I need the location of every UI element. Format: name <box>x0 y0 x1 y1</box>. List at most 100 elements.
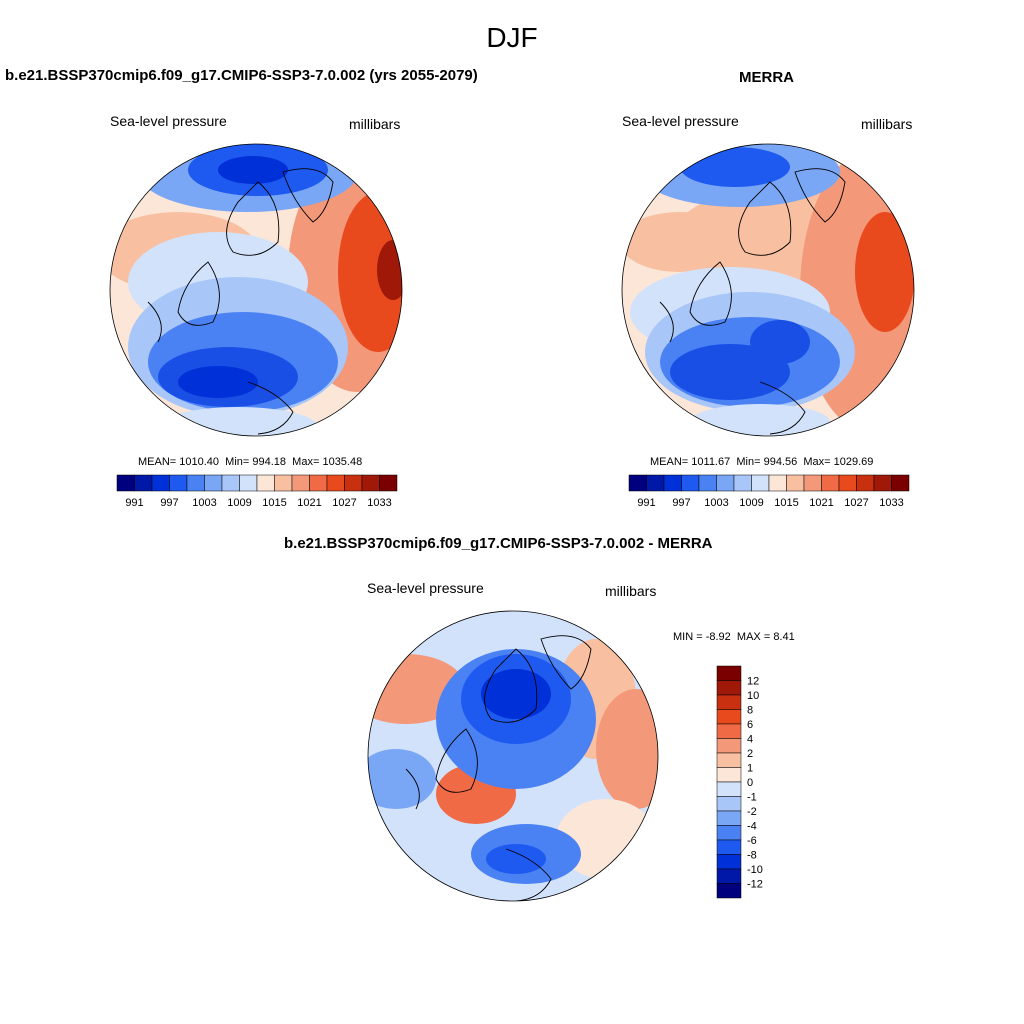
colorbar-swatch <box>169 474 188 492</box>
low-region <box>158 407 318 436</box>
colorbar-tick-label: 1009 <box>739 497 763 509</box>
obs-colorbar: 991 997 1003 1009 1015 1021 1027 1033 <box>628 474 910 509</box>
obs-variable-label: Sea-level pressure <box>622 113 739 129</box>
high-region <box>622 212 740 272</box>
colorbar-swatch <box>716 868 742 884</box>
colorbar-swatch <box>309 474 328 492</box>
colorbar-tick-label: 2 <box>747 748 753 760</box>
colorbar-swatch <box>256 474 275 492</box>
colorbar-swatch <box>891 474 910 492</box>
colorbar-swatch <box>379 474 398 492</box>
colorbar-swatch <box>751 474 770 492</box>
model-variable-label: Sea-level pressure <box>110 113 227 129</box>
colorbar-tick-label: -1 <box>747 792 757 804</box>
colorbar-tick-label: 1009 <box>227 497 251 509</box>
colorbar-swatch <box>151 474 170 492</box>
diff-units-label: millibars <box>605 583 657 599</box>
colorbar-swatch <box>716 839 742 855</box>
colorbar-tick-label: 1027 <box>844 497 868 509</box>
colorbar-swatch <box>716 709 742 725</box>
colorbar-swatch <box>716 781 742 797</box>
max-label: Max= <box>292 456 320 468</box>
colorbar-tick-label: 4 <box>747 734 753 746</box>
colorbar-tick-label: 1027 <box>332 497 356 509</box>
colorbar-swatch <box>344 474 363 492</box>
obs-stats: MEAN= 1011.67 Min= 994.56 Max= 1029.69 <box>650 456 873 468</box>
colorbar-swatch <box>716 854 742 870</box>
colorbar-tick-label: -12 <box>747 879 763 891</box>
colorbar-tick-label: 1021 <box>297 497 321 509</box>
colorbar-swatch <box>716 665 742 681</box>
colorbar-swatch <box>291 474 310 492</box>
colorbar-tick-label: 1015 <box>262 497 286 509</box>
colorbar-swatch <box>716 796 742 812</box>
figure-title: DJF <box>486 22 538 53</box>
low-region <box>680 147 790 187</box>
colorbar-tick-label: 8 <box>747 705 753 717</box>
colorbar-tick-label: 997 <box>672 497 690 509</box>
map-border <box>621 143 915 437</box>
colorbar-tick-label: 997 <box>160 497 178 509</box>
colorbar-swatch <box>646 474 665 492</box>
low-region <box>218 156 288 184</box>
colorbar-swatch <box>716 738 742 754</box>
mean-label: MEAN= <box>138 456 177 468</box>
colorbar-swatch <box>239 474 258 492</box>
colorbar-tick-label: 1021 <box>809 497 833 509</box>
colorbar-tick-label: 1033 <box>879 497 903 509</box>
min-label: Min= <box>225 456 250 468</box>
colorbar-swatch <box>716 810 742 826</box>
colorbar-swatch <box>361 474 380 492</box>
colorbar-swatch <box>663 474 682 492</box>
min-label: Min= <box>736 456 761 468</box>
colorbar-tick-label: 1 <box>747 763 753 775</box>
colorbar-tick-label: 991 <box>125 497 143 509</box>
diff-panel-title: b.e21.BSSP370cmip6.f09_g17.CMIP6-SSP3-7.… <box>284 535 713 552</box>
model-units-label: millibars <box>349 116 401 132</box>
max-value: 1035.48 <box>322 456 363 468</box>
model-colorbar: 991 997 1003 1009 1015 1021 1027 1033 <box>116 474 398 509</box>
coastlines <box>147 168 334 435</box>
colorbar-swatch <box>716 767 742 783</box>
colorbar-swatch <box>326 474 345 492</box>
max-label: MAX = <box>736 631 771 643</box>
colorbar-tick-label: 12 <box>747 676 759 688</box>
colorbar-swatch <box>716 694 742 710</box>
negative-region <box>486 844 546 874</box>
mean-value: 1010.40 <box>179 456 220 468</box>
obs-panel-title: MERRA <box>739 69 794 86</box>
colorbar-swatch <box>716 680 742 696</box>
colorbar-tick-label: 10 <box>747 690 759 702</box>
colorbar-swatch <box>186 474 205 492</box>
low-region <box>178 366 258 398</box>
min-label: MIN = <box>673 631 703 643</box>
min-value: 994.18 <box>252 456 287 468</box>
colorbar-swatch <box>716 474 735 492</box>
max-value: 1029.69 <box>833 456 874 468</box>
colorbar-swatch <box>803 474 822 492</box>
low-region <box>750 320 810 364</box>
colorbar-tick-label: 1033 <box>367 497 391 509</box>
colorbar-swatch <box>873 474 892 492</box>
colorbar-tick-label: 991 <box>637 497 655 509</box>
max-label: Max= <box>803 456 831 468</box>
colorbar-swatch <box>134 474 153 492</box>
max-value: 8.41 <box>773 631 795 643</box>
colorbar-swatch <box>221 474 240 492</box>
colorbar-swatch <box>116 474 135 492</box>
colorbar-swatch <box>698 474 717 492</box>
colorbar-tick-label: 1015 <box>774 497 798 509</box>
model-panel-title: b.e21.BSSP370cmip6.f09_g17.CMIP6-SSP3-7.… <box>5 67 478 84</box>
mean-label: MEAN= <box>650 456 689 468</box>
colorbar-tick-label: 1003 <box>704 497 728 509</box>
min-value: 994.56 <box>763 456 798 468</box>
colorbar-tick-label: -6 <box>747 835 757 847</box>
colorbar-swatch <box>274 474 293 492</box>
colorbar-swatch <box>716 883 742 899</box>
high-region <box>855 212 914 332</box>
map-border <box>109 143 403 437</box>
model-polar-map <box>109 143 403 437</box>
model-stats: MEAN= 1010.40 Min= 994.18 Max= 1035.48 <box>138 456 362 468</box>
colorbar-tick-label: -2 <box>747 806 757 818</box>
